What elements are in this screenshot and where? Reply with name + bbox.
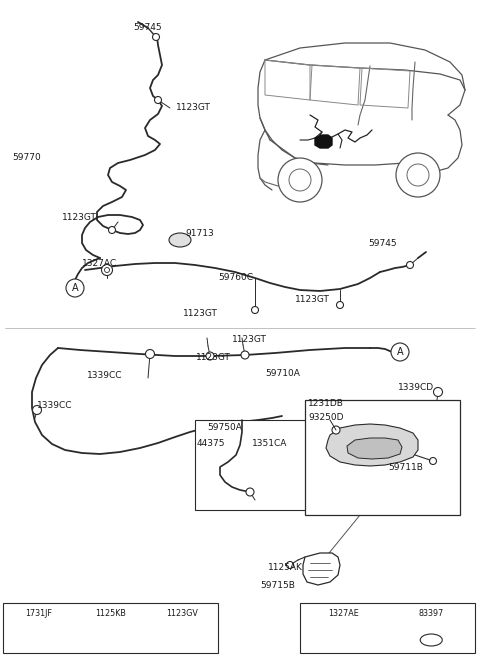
- Polygon shape: [315, 135, 332, 148]
- Circle shape: [66, 279, 84, 297]
- Circle shape: [340, 637, 347, 643]
- Circle shape: [175, 636, 183, 644]
- Ellipse shape: [169, 233, 191, 247]
- Text: 1125AK: 1125AK: [268, 564, 303, 572]
- Text: 59770: 59770: [12, 152, 41, 162]
- Text: 1327AC: 1327AC: [82, 258, 117, 267]
- Bar: [195, 420, 325, 510]
- Circle shape: [105, 267, 109, 273]
- Circle shape: [407, 164, 429, 186]
- Circle shape: [206, 352, 214, 360]
- Text: 59710A: 59710A: [265, 369, 300, 378]
- Circle shape: [33, 405, 41, 415]
- Circle shape: [108, 227, 116, 233]
- Text: 1339CC: 1339CC: [37, 401, 72, 411]
- Text: 1123GT: 1123GT: [176, 102, 211, 112]
- Circle shape: [287, 562, 293, 568]
- Text: 1123GT: 1123GT: [62, 214, 97, 223]
- Text: 83397: 83397: [419, 610, 444, 618]
- Circle shape: [289, 169, 311, 191]
- Circle shape: [252, 307, 259, 313]
- Ellipse shape: [420, 634, 442, 646]
- Text: 59715B: 59715B: [260, 581, 295, 589]
- Text: 59760C: 59760C: [218, 273, 253, 283]
- Text: 59745: 59745: [368, 238, 396, 248]
- Circle shape: [337, 633, 351, 647]
- Polygon shape: [326, 424, 418, 466]
- Circle shape: [101, 265, 112, 275]
- Circle shape: [246, 488, 254, 496]
- Circle shape: [155, 97, 161, 104]
- Text: 93250D: 93250D: [308, 413, 344, 422]
- Circle shape: [430, 457, 436, 464]
- Circle shape: [407, 261, 413, 269]
- Bar: [305, 400, 460, 515]
- Polygon shape: [303, 553, 340, 585]
- Text: 1231DB: 1231DB: [308, 399, 344, 407]
- Text: 44375: 44375: [197, 440, 226, 449]
- Circle shape: [145, 350, 155, 359]
- Circle shape: [278, 158, 322, 202]
- Text: 1339CD: 1339CD: [398, 384, 434, 392]
- Text: 59745: 59745: [133, 22, 162, 32]
- Polygon shape: [347, 438, 402, 459]
- Circle shape: [433, 388, 443, 397]
- Text: 1125KB: 1125KB: [95, 610, 126, 618]
- Text: 1731JF: 1731JF: [25, 610, 52, 618]
- Text: 1123GT: 1123GT: [295, 296, 330, 304]
- Bar: [3, 603, 218, 653]
- Circle shape: [104, 636, 111, 644]
- Text: 1327AE: 1327AE: [328, 610, 359, 618]
- Text: 91713: 91713: [185, 229, 214, 237]
- Circle shape: [241, 351, 249, 359]
- Text: 59711B: 59711B: [388, 463, 423, 472]
- Circle shape: [391, 343, 409, 361]
- Text: 1123GV: 1123GV: [166, 610, 198, 618]
- Circle shape: [332, 426, 340, 434]
- Text: A: A: [72, 283, 78, 293]
- Circle shape: [352, 442, 358, 448]
- Text: 1123GT: 1123GT: [183, 309, 218, 317]
- Text: 1123GT: 1123GT: [232, 336, 267, 344]
- Circle shape: [336, 302, 344, 309]
- Text: 1351CA: 1351CA: [252, 440, 288, 449]
- Text: 1123GT: 1123GT: [196, 353, 231, 363]
- Circle shape: [153, 34, 159, 41]
- Circle shape: [396, 153, 440, 197]
- Bar: [300, 603, 475, 653]
- Text: A: A: [396, 347, 403, 357]
- Circle shape: [31, 635, 41, 645]
- Text: 1339CC: 1339CC: [87, 371, 122, 380]
- Text: 59750A: 59750A: [207, 424, 242, 432]
